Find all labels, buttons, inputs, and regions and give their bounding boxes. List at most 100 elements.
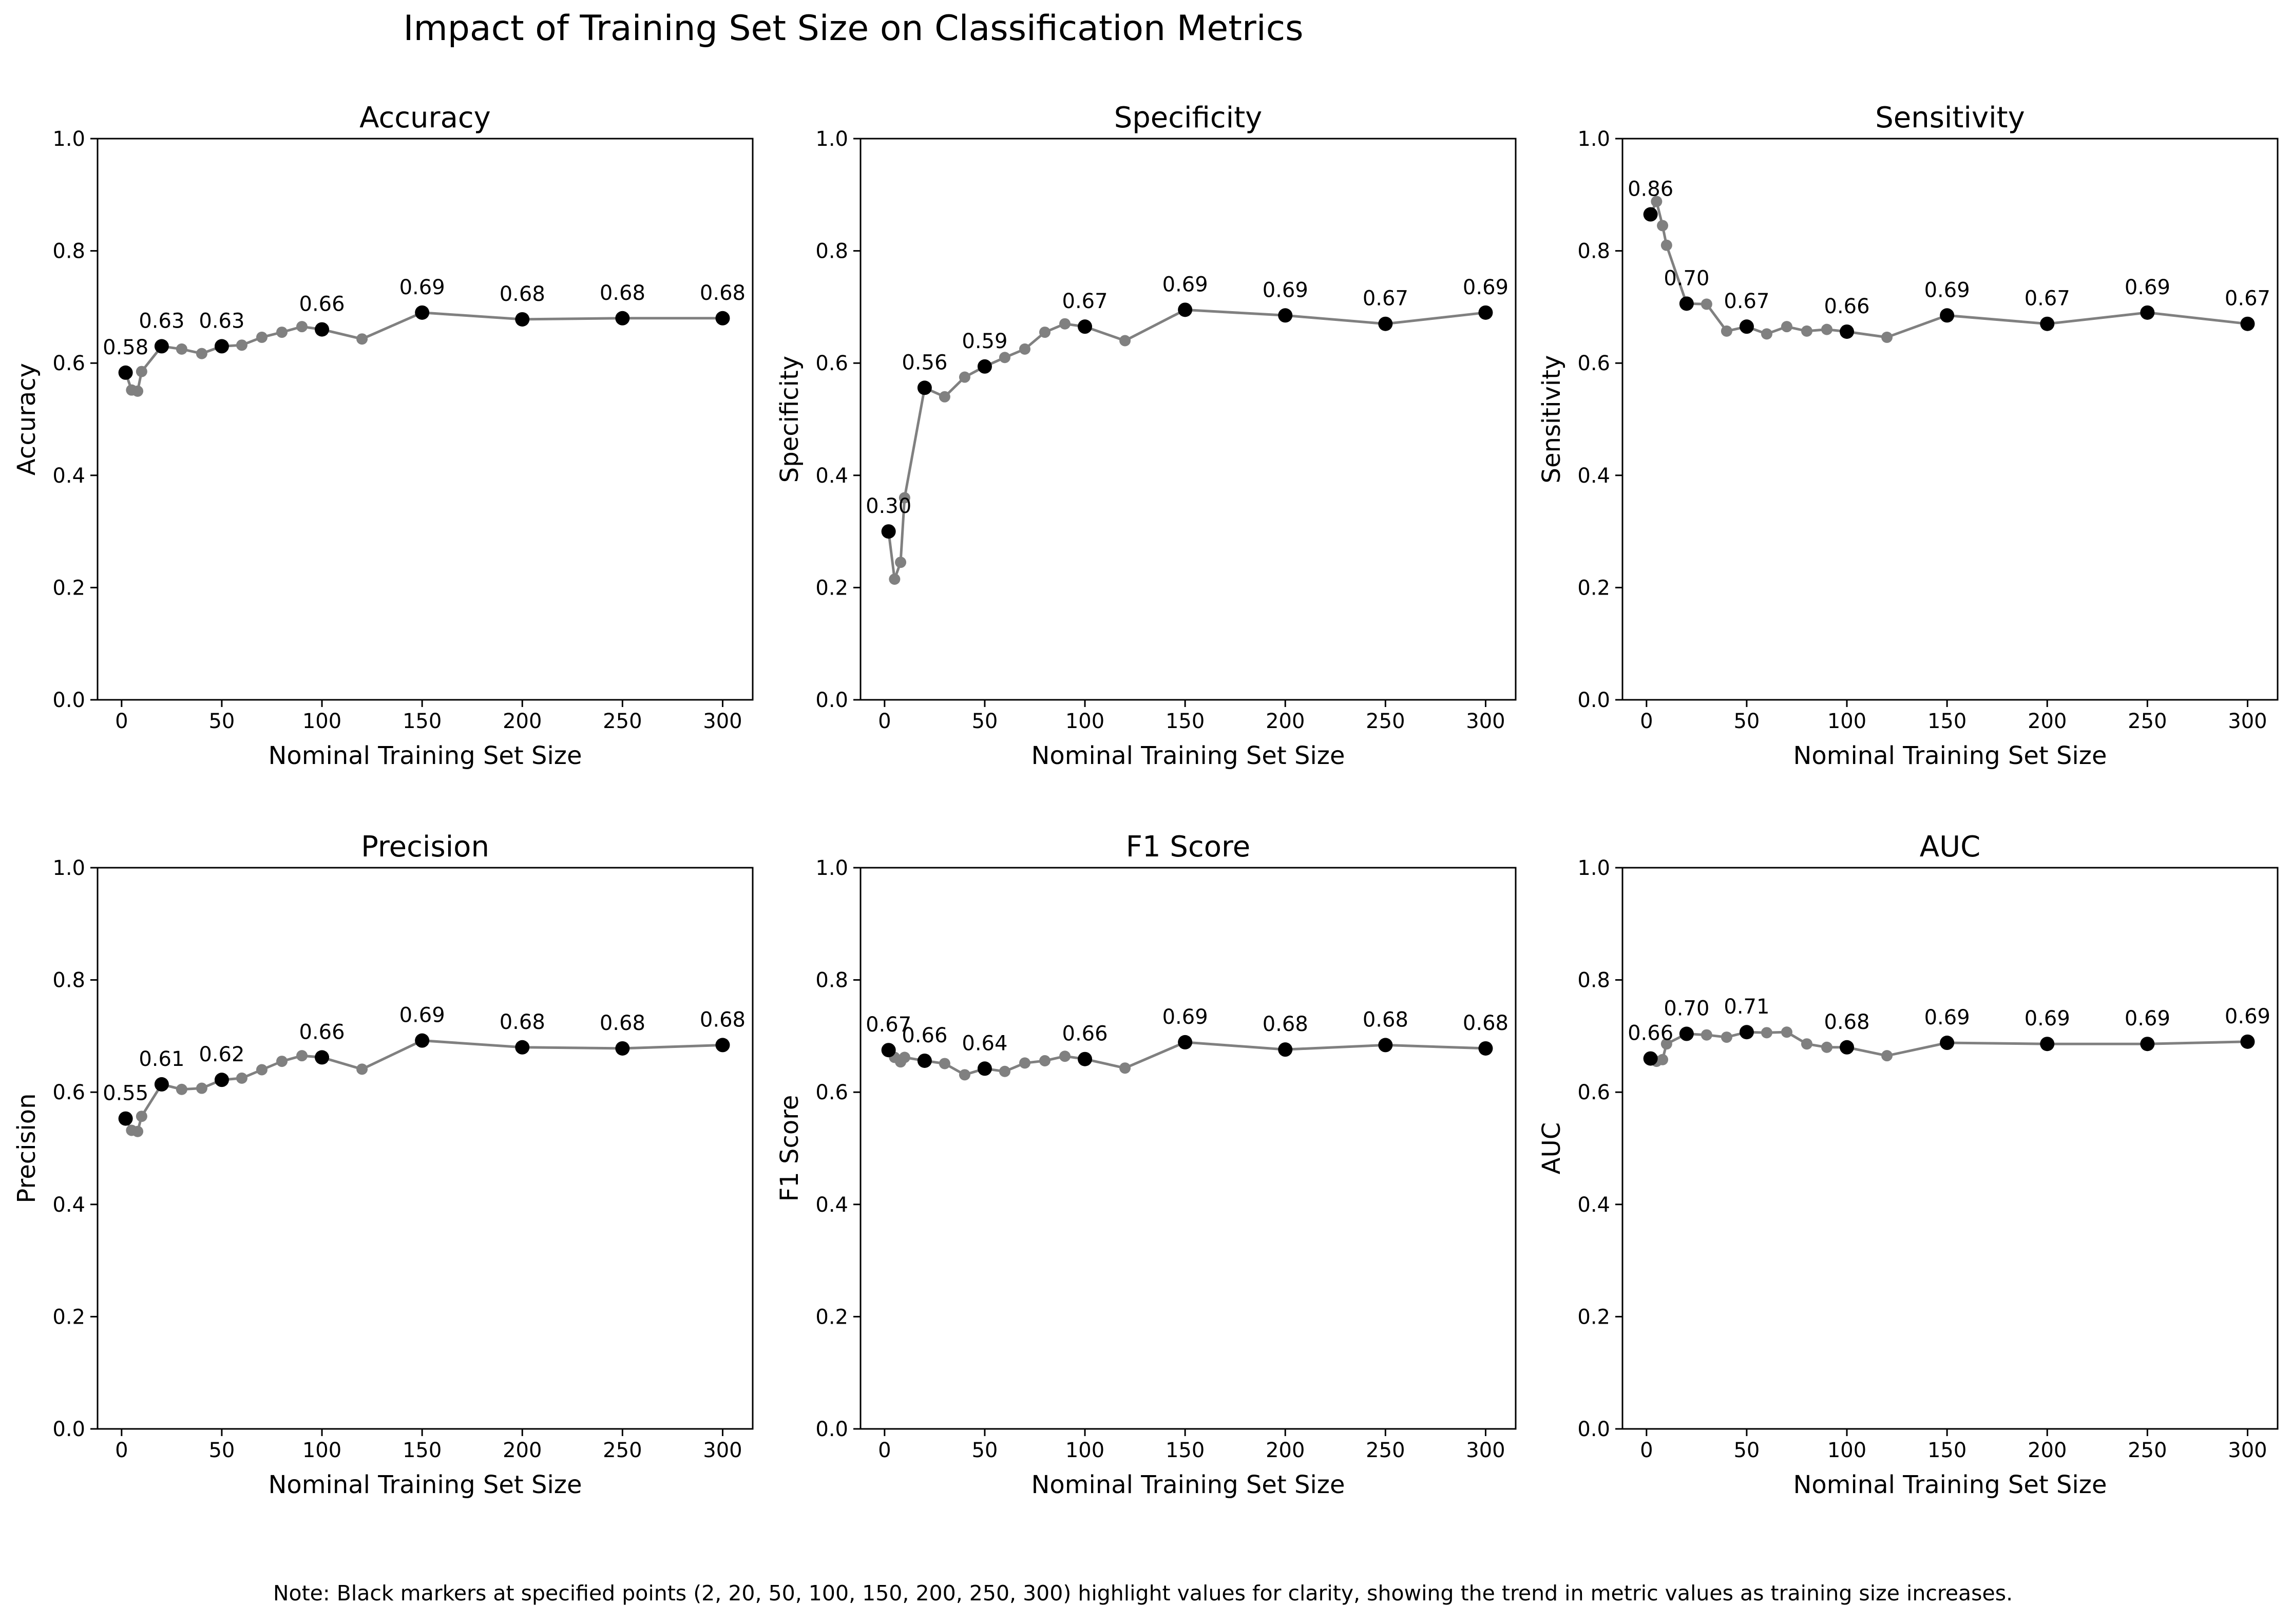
data-label: 0.68 bbox=[500, 282, 545, 306]
data-point bbox=[1821, 323, 1833, 335]
y-axis-label: Accuracy bbox=[12, 363, 41, 475]
data-point bbox=[1761, 1027, 1772, 1039]
data-point bbox=[1651, 196, 1663, 207]
data-label: 0.68 bbox=[500, 1010, 545, 1034]
highlight-point bbox=[977, 1061, 992, 1076]
x-tick-label: 100 bbox=[1827, 710, 1866, 733]
x-tick-label: 200 bbox=[503, 1439, 542, 1462]
y-tick-label: 0.0 bbox=[1577, 1418, 1610, 1441]
data-label: 0.55 bbox=[103, 1082, 148, 1105]
data-point bbox=[1801, 325, 1812, 337]
data-point bbox=[236, 1072, 247, 1084]
x-tick-label: 150 bbox=[1166, 1439, 1205, 1462]
data-point bbox=[276, 1056, 288, 1067]
data-label: 0.63 bbox=[199, 309, 244, 333]
axes-frame bbox=[97, 138, 754, 701]
x-tick-label: 50 bbox=[1733, 1439, 1760, 1462]
x-tick-label: 0 bbox=[1640, 710, 1653, 733]
data-point bbox=[895, 557, 907, 568]
figure-title: Impact of Training Set Size on Classific… bbox=[403, 8, 1303, 49]
subplot-title: F1 Score bbox=[1126, 830, 1250, 864]
data-point bbox=[176, 343, 187, 355]
data-point bbox=[356, 1063, 368, 1075]
data-label: 0.69 bbox=[2024, 1007, 2070, 1030]
highlight-point bbox=[1739, 319, 1754, 334]
data-point bbox=[176, 1083, 187, 1095]
subplot-grid: Accuracy 0 50 100 150 200 250 300 0.0 0.2 0.4 0.6 0.… bbox=[12, 101, 2279, 1499]
data-point bbox=[1039, 327, 1050, 338]
highlight-point bbox=[615, 1041, 630, 1056]
y-tick-label: 1.0 bbox=[1577, 856, 1610, 880]
data-label: 0.69 bbox=[1162, 1005, 1208, 1029]
x-tick-label: 0 bbox=[115, 710, 128, 733]
data-point bbox=[276, 327, 288, 338]
data-point bbox=[136, 1111, 147, 1122]
x-tick-label: 150 bbox=[403, 1439, 442, 1462]
y-tick-label: 0.0 bbox=[52, 1418, 85, 1441]
data-point bbox=[356, 333, 368, 345]
highlight-point bbox=[214, 1073, 229, 1087]
highlight-point bbox=[515, 1040, 530, 1055]
data-label: 0.67 bbox=[1363, 287, 1408, 311]
y-tick-label: 0.6 bbox=[815, 352, 848, 375]
highlight-point bbox=[315, 1050, 330, 1065]
y-tick-label: 0.4 bbox=[815, 1193, 848, 1217]
y-tick-label: 0.0 bbox=[1577, 689, 1610, 712]
x-tick-label: 150 bbox=[1927, 1439, 1966, 1462]
x-tick-label: 50 bbox=[1733, 710, 1760, 733]
highlight-point bbox=[1643, 207, 1658, 222]
data-point bbox=[1660, 239, 1672, 251]
y-tick-label: 0.2 bbox=[815, 576, 848, 600]
highlight-point bbox=[1078, 1052, 1093, 1066]
highlight-point bbox=[1478, 305, 1493, 320]
x-tick-label: 150 bbox=[403, 710, 442, 733]
x-tick-label: 0 bbox=[878, 1439, 891, 1462]
data-label: 0.68 bbox=[1463, 1011, 1508, 1035]
y-tick-label: 0.8 bbox=[52, 969, 85, 992]
y-tick-label: 1.0 bbox=[52, 127, 85, 151]
subplot-title: Precision bbox=[361, 830, 489, 864]
y-tick-label: 0.8 bbox=[1577, 240, 1610, 263]
data-point bbox=[1657, 1054, 1669, 1065]
y-tick-label: 0.2 bbox=[52, 576, 85, 600]
subplot-title: Sensitivity bbox=[1875, 101, 2025, 135]
x-tick-label: 300 bbox=[1466, 710, 1505, 733]
data-label: 0.66 bbox=[1628, 1022, 1673, 1045]
y-tick-label: 0.2 bbox=[52, 1305, 85, 1329]
data-point bbox=[1821, 1041, 1833, 1053]
highlight-point bbox=[715, 1038, 730, 1053]
x-axis-label: Nominal Training Set Size bbox=[1793, 1470, 2107, 1499]
y-axis-label: AUC bbox=[1537, 1122, 1566, 1174]
highlight-point bbox=[1679, 1026, 1694, 1041]
data-point bbox=[1119, 1062, 1131, 1074]
x-tick-label: 100 bbox=[302, 1439, 341, 1462]
data-label: 0.30 bbox=[866, 494, 911, 518]
data-point bbox=[1881, 1050, 1893, 1062]
y-tick-label: 0.2 bbox=[815, 1305, 848, 1329]
x-tick-label: 200 bbox=[1266, 1439, 1305, 1462]
data-label: 0.68 bbox=[1363, 1008, 1408, 1031]
highlight-point bbox=[1643, 1051, 1658, 1066]
data-label: 0.70 bbox=[1664, 997, 1709, 1021]
highlight-point bbox=[1278, 1042, 1293, 1057]
highlight-point bbox=[1178, 302, 1193, 317]
y-tick-label: 0.8 bbox=[52, 240, 85, 263]
y-tick-label: 0.0 bbox=[815, 689, 848, 712]
data-label: 0.71 bbox=[1724, 995, 1769, 1019]
data-point bbox=[1701, 1029, 1712, 1041]
data-point bbox=[296, 321, 308, 333]
highlight-point bbox=[1178, 1035, 1193, 1049]
data-label: 0.66 bbox=[1824, 295, 1870, 318]
y-tick-label: 0.0 bbox=[52, 689, 85, 712]
data-label: 0.69 bbox=[2225, 1005, 2270, 1028]
x-tick-label: 250 bbox=[603, 1439, 642, 1462]
series-line bbox=[887, 308, 1486, 580]
data-point bbox=[136, 366, 147, 377]
x-tick-label: 300 bbox=[2228, 710, 2267, 733]
data-point bbox=[1119, 335, 1131, 347]
subplot-title: Accuracy bbox=[359, 101, 491, 135]
data-point bbox=[1721, 325, 1732, 337]
figure-note: Note: Black markers at specified points … bbox=[273, 1581, 2013, 1606]
data-label: 0.86 bbox=[1628, 178, 1673, 201]
